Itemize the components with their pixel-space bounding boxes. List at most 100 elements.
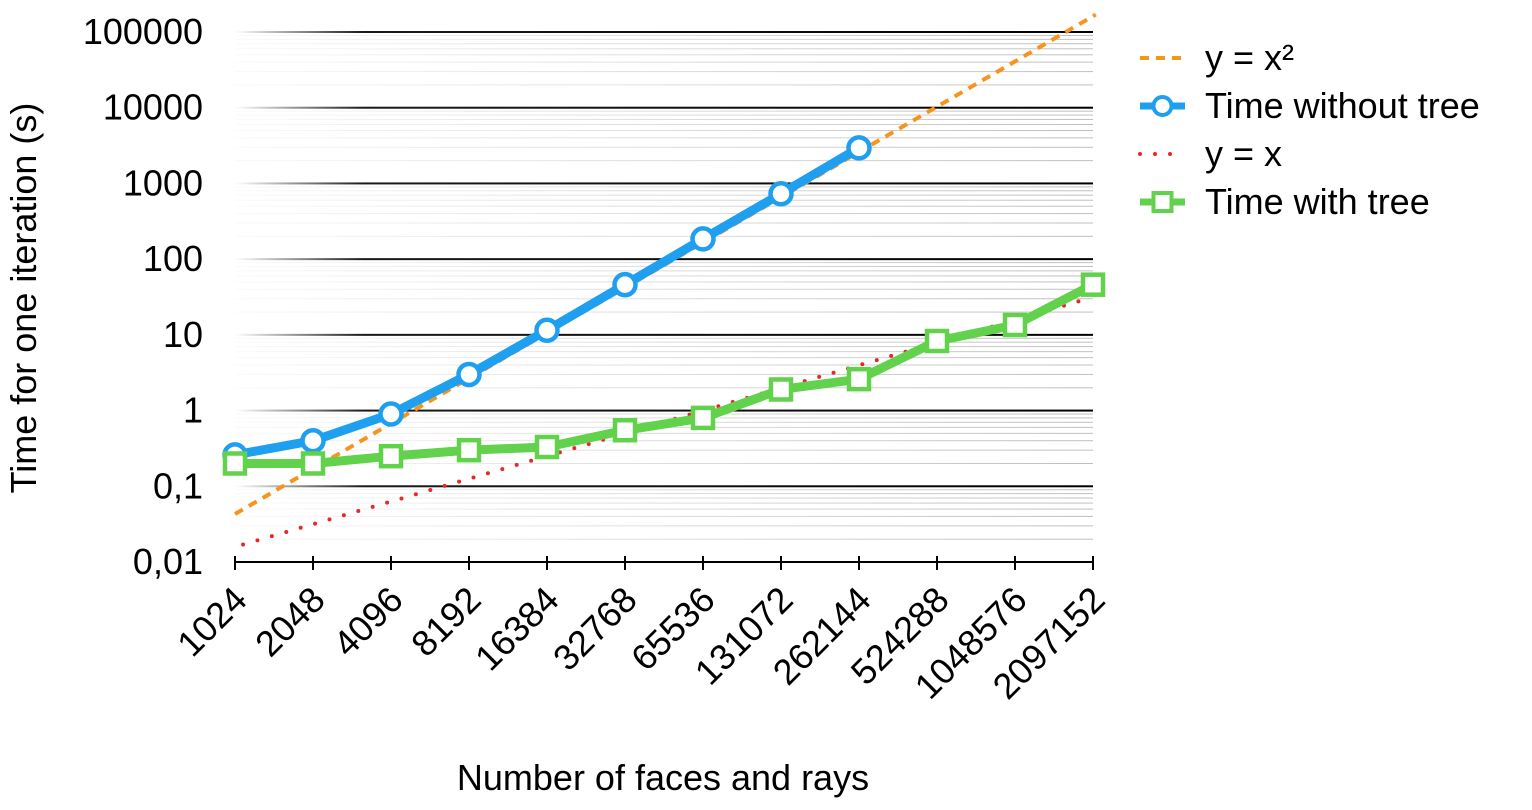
data-point [378, 443, 404, 469]
x-tick-label: 2048 [247, 579, 333, 665]
major-grid-line [235, 485, 1093, 488]
minor-grid-line [235, 190, 1093, 192]
minor-grid-line [235, 275, 1093, 277]
major-grid-line [235, 182, 1093, 185]
data-point [534, 317, 560, 344]
minor-grid-line [235, 462, 1093, 464]
legend-marker [1151, 95, 1174, 117]
legend-item: y = x [1138, 133, 1282, 174]
legend: y = x² Time without tree y = x Time with tr… [1138, 37, 1480, 222]
minor-grid-line [235, 493, 1093, 495]
minor-grid-line [235, 288, 1093, 290]
data-point [768, 181, 794, 207]
major-grid-line [235, 106, 1093, 109]
y-tick-label: 1000 [123, 162, 203, 203]
minor-grid-line [235, 311, 1093, 313]
minor-grid-line [235, 38, 1093, 40]
legend-marker [1151, 191, 1174, 213]
legend-label: Time without tree [1205, 85, 1480, 126]
minor-grid-line [235, 194, 1093, 196]
data-point [846, 135, 872, 161]
minor-grid-line [235, 34, 1093, 36]
series-line [230, 280, 1098, 468]
y-tick-label: 100 [143, 238, 203, 279]
minor-grid-line [235, 84, 1093, 86]
data-point [1002, 312, 1028, 338]
y-tick-label: 0,1 [153, 465, 203, 506]
minor-grid-line [235, 118, 1093, 120]
minor-grid-line [235, 298, 1093, 300]
plot-series [222, 12, 1106, 547]
x-tick-label: 4096 [325, 579, 411, 665]
legend-label: y = x² [1205, 37, 1294, 78]
minor-grid-line [235, 497, 1093, 499]
minor-grid-line [235, 413, 1093, 415]
data-point [690, 226, 716, 252]
data-point [924, 328, 950, 354]
major-grid-line [235, 333, 1093, 336]
minor-grid-line [235, 387, 1093, 389]
data-point [768, 377, 794, 402]
grid-lines [235, 31, 1093, 540]
minor-grid-line [235, 199, 1093, 201]
minor-grid-line [235, 222, 1093, 224]
data-point [222, 451, 248, 476]
minor-grid-line [235, 114, 1093, 116]
data-point [378, 401, 404, 427]
data-point [846, 366, 872, 392]
minor-grid-line [235, 373, 1093, 375]
minor-grid-line [235, 61, 1093, 63]
minor-grid-line [235, 341, 1093, 343]
data-point [612, 271, 638, 298]
minor-grid-line [235, 43, 1093, 45]
x-tick-label: 1024 [169, 579, 255, 665]
series-line [230, 143, 864, 460]
minor-grid-line [235, 417, 1093, 419]
minor-grid-line [235, 346, 1093, 348]
minor-grid-line [235, 160, 1093, 162]
minor-grid-line [235, 357, 1093, 359]
minor-grid-line [235, 364, 1093, 366]
minor-grid-line [235, 351, 1093, 353]
minor-grid-line [235, 48, 1093, 50]
minor-grid-line [235, 205, 1093, 207]
data-point [612, 417, 638, 443]
x-axis-title: Number of faces and rays [457, 757, 869, 798]
legend-item: Time with tree [1140, 181, 1430, 222]
minor-grid-line [235, 281, 1093, 283]
minor-grid-line [235, 449, 1093, 451]
minor-grid-line [235, 130, 1093, 132]
y-tick-label: 100000 [83, 11, 203, 52]
minor-grid-line [235, 538, 1093, 540]
minor-grid-line [235, 71, 1093, 73]
y-tick-label: 1 [183, 390, 203, 431]
minor-grid-line [235, 146, 1093, 148]
y-tick-label: 10 [163, 314, 203, 355]
legend-label: y = x [1205, 133, 1282, 174]
y-axis-title: Time for one iteration (s) [3, 103, 44, 494]
minor-grid-line [235, 110, 1093, 112]
x-tick-label: 16384 [467, 579, 567, 679]
data-point [300, 451, 326, 476]
minor-grid-line [235, 525, 1093, 527]
minor-grid-line [235, 515, 1093, 517]
data-point [534, 434, 560, 460]
data-point [456, 361, 482, 388]
series-1 [222, 135, 872, 468]
minor-grid-line [235, 54, 1093, 56]
data-point [300, 427, 326, 454]
minor-grid-line [235, 270, 1093, 272]
minor-grid-line [235, 186, 1093, 188]
minor-grid-line [235, 124, 1093, 126]
legend-item: Time without tree [1140, 85, 1480, 126]
minor-grid-line [235, 508, 1093, 510]
data-point [690, 405, 716, 431]
minor-grid-line [235, 137, 1093, 139]
y-tick-label: 0,01 [133, 541, 203, 582]
minor-grid-line [235, 213, 1093, 215]
data-point [1080, 272, 1106, 297]
major-grid-line [235, 409, 1093, 412]
y-tick-label: 10000 [103, 87, 203, 128]
legend-label: Time with tree [1205, 181, 1430, 222]
